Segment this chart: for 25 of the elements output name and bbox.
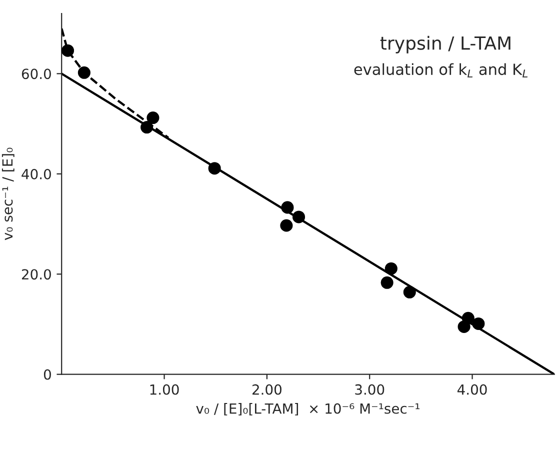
y-axis-title: v₀ sec⁻¹ / [E]₀: [2, 148, 14, 240]
point: [380, 276, 394, 289]
y-tick-label: 0: [44, 369, 51, 380]
point: [78, 66, 90, 79]
point: [292, 210, 306, 224]
text: trypsin / L-TAM: [380, 36, 510, 54]
y-tick-label: 20.0: [22, 269, 51, 280]
point: [208, 162, 221, 175]
text: evaluation of k$_{L}$ and K$_{L}$: [354, 63, 528, 78]
point: [281, 201, 294, 214]
point: [280, 219, 293, 232]
x-tick-label: 4.00: [457, 384, 487, 395]
point: [62, 44, 74, 57]
point: [458, 320, 470, 333]
point: [140, 121, 154, 134]
point: [146, 111, 160, 124]
x-axis-title: v₀ / [E]₀[L-TAM] × 10⁻⁶ M⁻¹sec⁻¹: [196, 403, 420, 416]
point: [384, 262, 398, 275]
point: [403, 286, 416, 298]
point: [472, 317, 485, 330]
x-tick-label: 3.00: [355, 384, 384, 395]
x-tick-label: 2.00: [252, 384, 282, 395]
x-tick-label: 1.00: [150, 384, 179, 395]
y-tick-label: 40.0: [22, 168, 51, 180]
y-tick-label: 60.0: [22, 68, 51, 80]
